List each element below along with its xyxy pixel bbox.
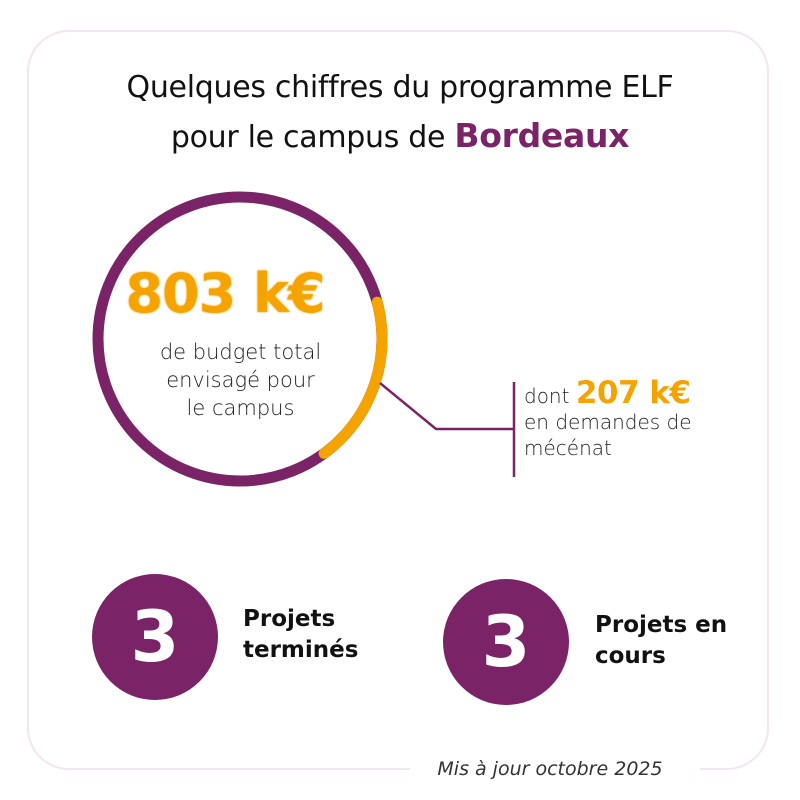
donation-line-2: en demandes de	[524, 410, 692, 434]
donation-arc	[318, 296, 388, 459]
donation-prefix: dont	[524, 384, 576, 408]
callout-line	[379, 382, 514, 431]
total-budget-amount: 803 k€	[125, 262, 325, 325]
completed-label-line-2: terminés	[243, 637, 359, 663]
last-updated-note: Mis à jour octobre 2025	[437, 758, 663, 780]
ongoing-projects-label: Projets en cours	[595, 610, 727, 672]
footer-gap	[410, 760, 700, 782]
ongoing-projects-count: 3	[443, 579, 569, 705]
title-line-2: pour le campus de Bordeaux	[60, 112, 740, 162]
ongoing-label-line-2: cours	[595, 643, 666, 669]
title-line-1: Quelques chiffres du programme ELF	[126, 70, 674, 105]
title-line-2-prefix: pour le campus de	[170, 120, 455, 155]
page-title: Quelques chiffres du programme ELF pour …	[60, 64, 740, 162]
completed-projects-count: 3	[92, 574, 218, 700]
completed-label-line-1: Projets	[243, 606, 336, 632]
budget-desc-line-2: envisagé pour	[166, 368, 315, 392]
budget-desc-line-3: le campus	[186, 396, 295, 420]
info-card	[27, 30, 769, 770]
donation-amount: 207 k€	[575, 375, 691, 411]
donation-callout: dont 207 k€ en demandes de mécénat	[524, 378, 724, 461]
completed-projects-label: Projets terminés	[243, 604, 358, 666]
ongoing-label-line-1: Projets en	[595, 612, 728, 638]
total-budget-description: de budget total envisagé pour le campus	[138, 338, 343, 422]
campus-name: Bordeaux	[454, 116, 630, 155]
donation-line-3: mécénat	[524, 436, 612, 460]
budget-desc-line-1: de budget total	[159, 340, 322, 364]
donation-line-1: dont 207 k€	[524, 378, 724, 409]
